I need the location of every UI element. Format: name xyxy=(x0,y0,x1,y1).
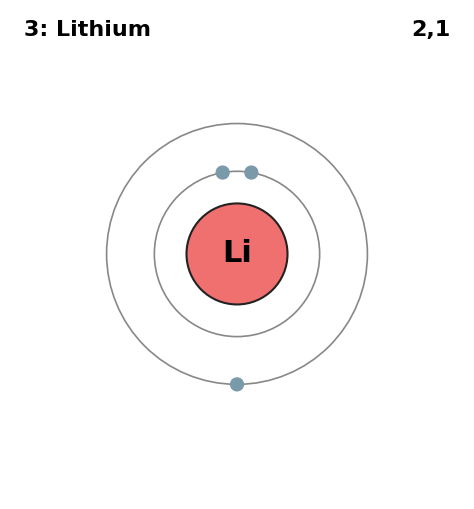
Circle shape xyxy=(186,204,288,304)
Text: Li: Li xyxy=(222,239,252,268)
Text: 2,1: 2,1 xyxy=(411,20,450,40)
Circle shape xyxy=(216,166,229,179)
Circle shape xyxy=(245,166,258,179)
Circle shape xyxy=(230,378,244,391)
Text: 3: Lithium: 3: Lithium xyxy=(24,20,151,40)
